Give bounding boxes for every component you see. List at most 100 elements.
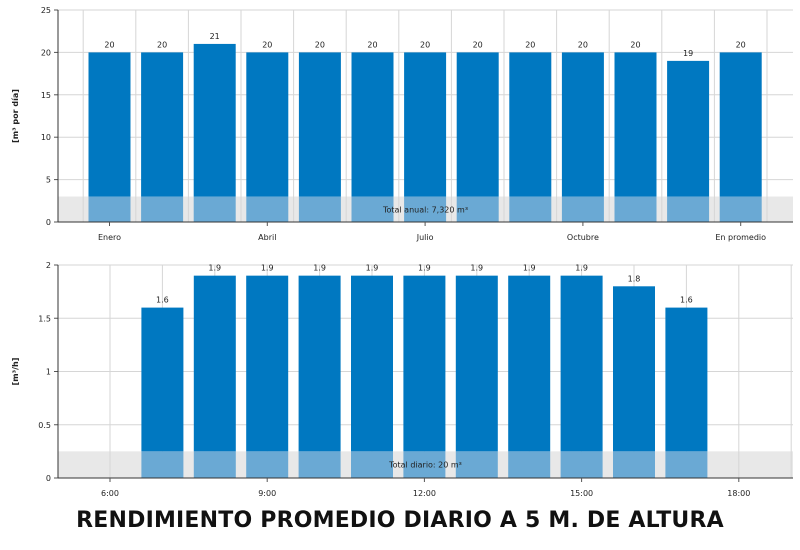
hourly-value-label: 1.6 bbox=[156, 296, 169, 305]
hourly-value-label: 1.9 bbox=[418, 264, 431, 273]
hourly-bar-band-segment bbox=[351, 451, 393, 478]
monthly-bar bbox=[456, 52, 499, 197]
monthly-value-label: 20 bbox=[315, 40, 325, 49]
hourly-bar bbox=[455, 275, 498, 452]
monthly-bar bbox=[667, 60, 710, 197]
monthly-bar bbox=[298, 52, 341, 197]
hourly-bar bbox=[351, 275, 393, 452]
hourly-ytick-label: 1.5 bbox=[38, 314, 51, 323]
monthly-bar bbox=[193, 43, 236, 197]
hourly-bar-band-segment bbox=[141, 451, 184, 478]
hourly-bar bbox=[141, 307, 184, 452]
monthly-band-label: Total anual: 7,320 m³ bbox=[382, 205, 468, 214]
hourly-bar-band-segment bbox=[508, 451, 551, 478]
hourly-ytick-label: 1 bbox=[46, 368, 51, 377]
monthly-bar bbox=[88, 52, 131, 197]
monthly-bar-band-segment bbox=[298, 196, 341, 222]
hourly-bar bbox=[665, 307, 708, 452]
monthly-ytick-label: 5 bbox=[46, 176, 51, 185]
monthly-bar-band-segment bbox=[456, 196, 499, 222]
monthly-bar-band-segment bbox=[667, 196, 710, 222]
hourly-bar-band-segment bbox=[246, 451, 289, 478]
monthly-bar-band-segment bbox=[561, 196, 604, 222]
hourly-band-label: Total diario: 20 m³ bbox=[388, 461, 462, 470]
monthly-ytick-label: 25 bbox=[41, 6, 51, 15]
monthly-bar bbox=[614, 52, 657, 197]
hourly-y-axis-title: [m³/h] bbox=[11, 358, 20, 386]
monthly-value-label: 20 bbox=[578, 40, 588, 49]
monthly-bar-band-segment bbox=[614, 196, 657, 222]
monthly-bar-band-segment bbox=[719, 196, 762, 222]
monthly-bar bbox=[561, 52, 604, 197]
hourly-ytick-label: 2 bbox=[46, 261, 51, 270]
hourly-bar-band-segment bbox=[403, 451, 446, 478]
hourly-bar-band-segment bbox=[455, 451, 498, 478]
monthly-value-label: 20 bbox=[157, 40, 167, 49]
monthly-value-label: 20 bbox=[104, 40, 114, 49]
hourly-value-label: 1.8 bbox=[628, 274, 641, 283]
monthly-value-label: 20 bbox=[736, 40, 746, 49]
hourly-bar bbox=[298, 275, 341, 452]
monthly-value-label: 20 bbox=[420, 40, 430, 49]
hourly-value-label: 1.9 bbox=[366, 264, 379, 273]
monthly-bar bbox=[404, 52, 447, 197]
hourly-bar bbox=[193, 275, 236, 452]
hourly-bar-band-segment bbox=[193, 451, 236, 478]
monthly-bar-band-segment bbox=[193, 196, 236, 222]
monthly-ytick-label: 20 bbox=[41, 48, 51, 57]
hourly-value-label: 1.6 bbox=[680, 296, 693, 305]
page-caption: RENDIMIENTO PROMEDIO DIARIO A 5 M. DE AL… bbox=[76, 508, 724, 533]
monthly-bar-band-segment bbox=[351, 196, 394, 222]
monthly-bar-band-segment bbox=[141, 196, 184, 222]
monthly-bar-band-segment bbox=[246, 196, 289, 222]
hourly-bar bbox=[508, 275, 551, 452]
hourly-value-label: 1.9 bbox=[470, 264, 483, 273]
hourly-xtick-label: 15:00 bbox=[570, 489, 593, 498]
monthly-bar bbox=[719, 52, 762, 197]
hourly-value-label: 1.9 bbox=[575, 264, 588, 273]
hourly-value-label: 1.9 bbox=[208, 264, 221, 273]
hourly-xtick-label: 12:00 bbox=[413, 489, 436, 498]
hourly-ytick-label: 0.5 bbox=[38, 421, 51, 430]
hourly-xtick-label: 6:00 bbox=[101, 489, 119, 498]
hourly-value-label: 1.9 bbox=[261, 264, 274, 273]
hourly-bar bbox=[403, 275, 446, 452]
monthly-bar-band-segment bbox=[404, 196, 447, 222]
monthly-bar-band-segment bbox=[88, 196, 131, 222]
monthly-category-label: Octubre bbox=[567, 233, 599, 242]
hourly-xtick-label: 18:00 bbox=[727, 489, 750, 498]
monthly-value-label: 20 bbox=[367, 40, 377, 49]
monthly-category-label: Abril bbox=[258, 233, 276, 242]
monthly-value-label: 20 bbox=[262, 40, 272, 49]
monthly-category-label: Julio bbox=[416, 233, 434, 242]
hourly-xtick-label: 9:00 bbox=[258, 489, 276, 498]
monthly-ytick-label: 10 bbox=[41, 133, 51, 142]
monthly-ytick-label: 0 bbox=[46, 218, 51, 227]
monthly-category-label: En promedio bbox=[715, 233, 766, 242]
hourly-bar bbox=[246, 275, 289, 452]
monthly-value-label: 20 bbox=[525, 40, 535, 49]
monthly-bar-band-segment bbox=[509, 196, 552, 222]
monthly-y-axis-title: [m³ por día] bbox=[11, 89, 20, 143]
hourly-bar-band-segment bbox=[665, 451, 708, 478]
monthly-bar bbox=[141, 52, 184, 197]
hourly-bar bbox=[560, 275, 603, 452]
monthly-bar bbox=[351, 52, 394, 197]
monthly-value-label: 20 bbox=[473, 40, 483, 49]
hourly-value-label: 1.9 bbox=[523, 264, 536, 273]
monthly-value-label: 20 bbox=[630, 40, 640, 49]
monthly-ytick-label: 15 bbox=[41, 91, 51, 100]
monthly-bar bbox=[509, 52, 552, 197]
monthly-value-label: 19 bbox=[683, 49, 693, 58]
hourly-bar-band-segment bbox=[560, 451, 603, 478]
hourly-bar bbox=[613, 286, 655, 452]
monthly-bar bbox=[246, 52, 289, 197]
monthly-category-label: Enero bbox=[98, 233, 121, 242]
hourly-ytick-label: 0 bbox=[46, 474, 51, 483]
hourly-bar-band-segment bbox=[613, 451, 655, 478]
hourly-bar-band-segment bbox=[298, 451, 341, 478]
hourly-value-label: 1.9 bbox=[313, 264, 326, 273]
monthly-value-label: 21 bbox=[210, 32, 220, 41]
